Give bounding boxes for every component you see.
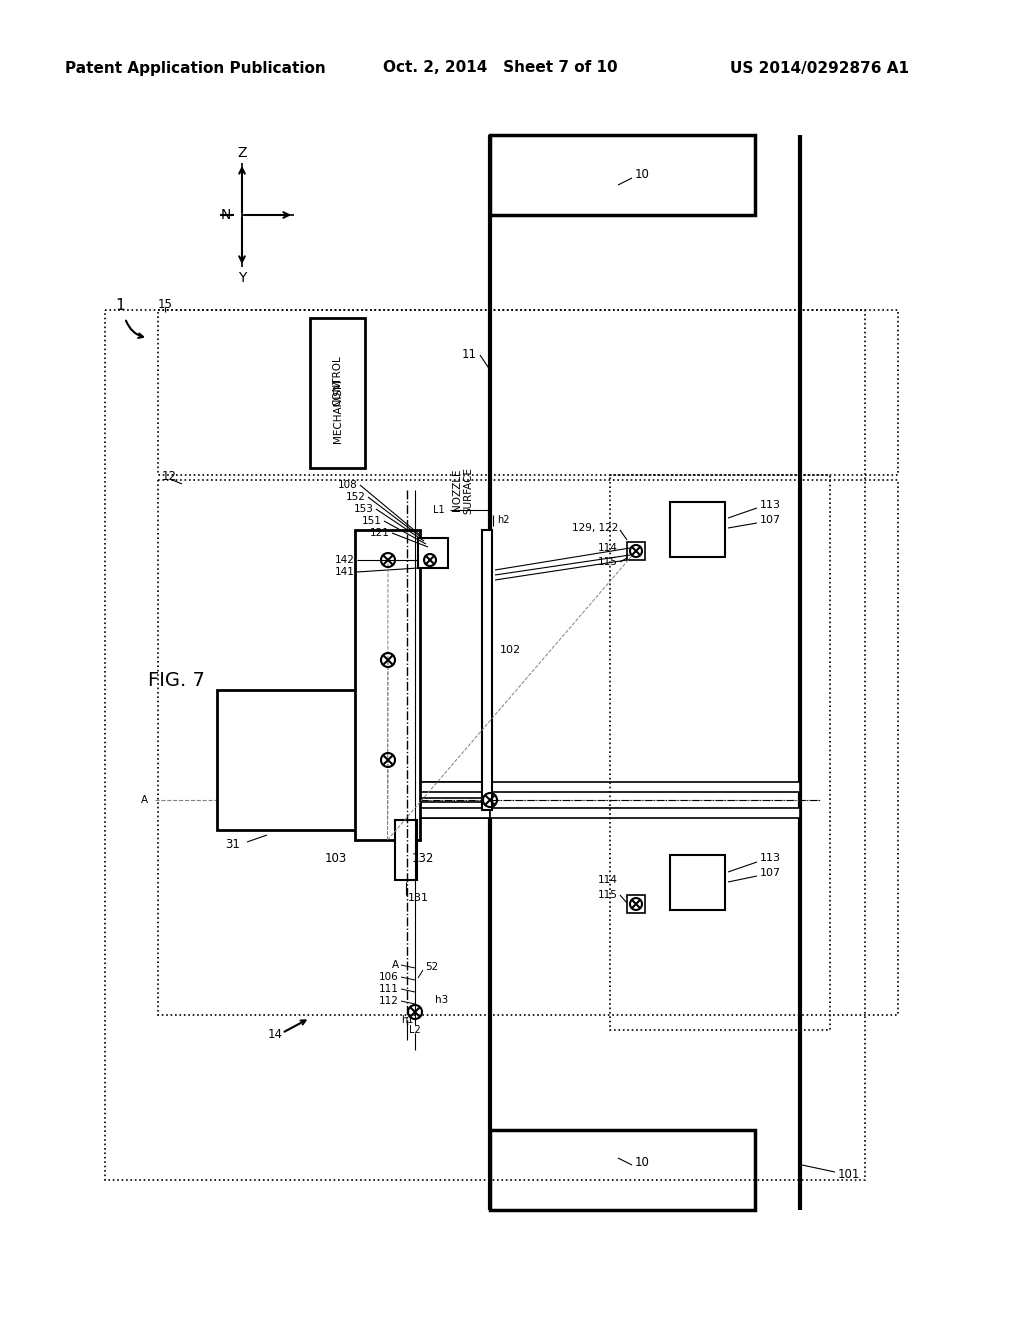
- Bar: [310, 318, 365, 469]
- Text: MECHANISM: MECHANISM: [333, 379, 342, 444]
- Bar: [490, 135, 755, 215]
- Text: 10: 10: [635, 1155, 650, 1168]
- Bar: [418, 539, 449, 568]
- Text: 129, 122: 129, 122: [571, 523, 618, 533]
- Text: 131: 131: [408, 894, 429, 903]
- Text: Y: Y: [238, 271, 246, 285]
- Text: 107: 107: [760, 515, 781, 525]
- Text: A: A: [392, 960, 399, 970]
- Text: 31: 31: [225, 838, 240, 851]
- Bar: [315, 781, 490, 799]
- Text: 101: 101: [838, 1168, 860, 1181]
- Text: US 2014/0292876 A1: US 2014/0292876 A1: [730, 61, 909, 75]
- Bar: [482, 531, 492, 810]
- Text: 142: 142: [335, 554, 355, 565]
- Text: 12: 12: [162, 470, 177, 483]
- Text: 151: 151: [362, 516, 382, 525]
- Text: CONTROL: CONTROL: [333, 355, 342, 407]
- Bar: [627, 543, 645, 560]
- Bar: [490, 808, 800, 818]
- Text: 115: 115: [598, 557, 618, 568]
- Text: Patent Application Publication: Patent Application Publication: [65, 61, 326, 75]
- Text: 112: 112: [379, 997, 399, 1006]
- Bar: [158, 480, 898, 1015]
- Text: h1: h1: [400, 1015, 414, 1026]
- Bar: [670, 502, 725, 557]
- Text: FIG. 7: FIG. 7: [148, 671, 205, 689]
- Text: 1: 1: [115, 297, 125, 313]
- Text: 15: 15: [158, 297, 173, 310]
- Text: 107: 107: [760, 869, 781, 878]
- Text: h2: h2: [497, 515, 510, 525]
- Text: 10: 10: [635, 169, 650, 181]
- Text: 132: 132: [412, 851, 434, 865]
- Bar: [490, 781, 800, 792]
- Text: 153: 153: [354, 504, 374, 513]
- Bar: [315, 803, 490, 818]
- Text: 108: 108: [338, 480, 358, 490]
- Bar: [105, 310, 865, 1180]
- Text: A: A: [141, 795, 148, 805]
- Bar: [315, 781, 490, 792]
- Bar: [395, 820, 417, 880]
- Text: 121: 121: [370, 528, 390, 539]
- Text: 152: 152: [346, 492, 366, 502]
- Text: 11: 11: [462, 348, 477, 362]
- Bar: [355, 531, 420, 840]
- Text: 103: 103: [325, 851, 347, 865]
- Text: h3: h3: [435, 995, 449, 1005]
- Text: 141: 141: [335, 568, 355, 577]
- Text: 114: 114: [598, 875, 618, 884]
- Bar: [315, 808, 490, 818]
- Bar: [627, 895, 645, 913]
- Bar: [217, 690, 357, 830]
- Bar: [670, 855, 725, 909]
- Text: L1: L1: [433, 506, 445, 515]
- Text: 14: 14: [268, 1028, 283, 1041]
- Bar: [610, 475, 830, 1030]
- Text: Z: Z: [238, 147, 247, 160]
- Text: L2: L2: [410, 1026, 421, 1035]
- Bar: [490, 1130, 755, 1210]
- Text: 114: 114: [598, 543, 618, 553]
- Bar: [158, 310, 898, 475]
- Text: 52: 52: [425, 962, 438, 972]
- Text: 111: 111: [379, 983, 399, 994]
- Text: N: N: [221, 209, 231, 222]
- Text: 106: 106: [379, 972, 399, 982]
- Text: 115: 115: [598, 890, 618, 900]
- Text: NOZZLE
SURFACE: NOZZLE SURFACE: [453, 466, 474, 513]
- Text: 102: 102: [500, 645, 521, 655]
- Text: 113: 113: [760, 500, 781, 510]
- Text: Oct. 2, 2014   Sheet 7 of 10: Oct. 2, 2014 Sheet 7 of 10: [383, 61, 617, 75]
- Text: 113: 113: [760, 853, 781, 863]
